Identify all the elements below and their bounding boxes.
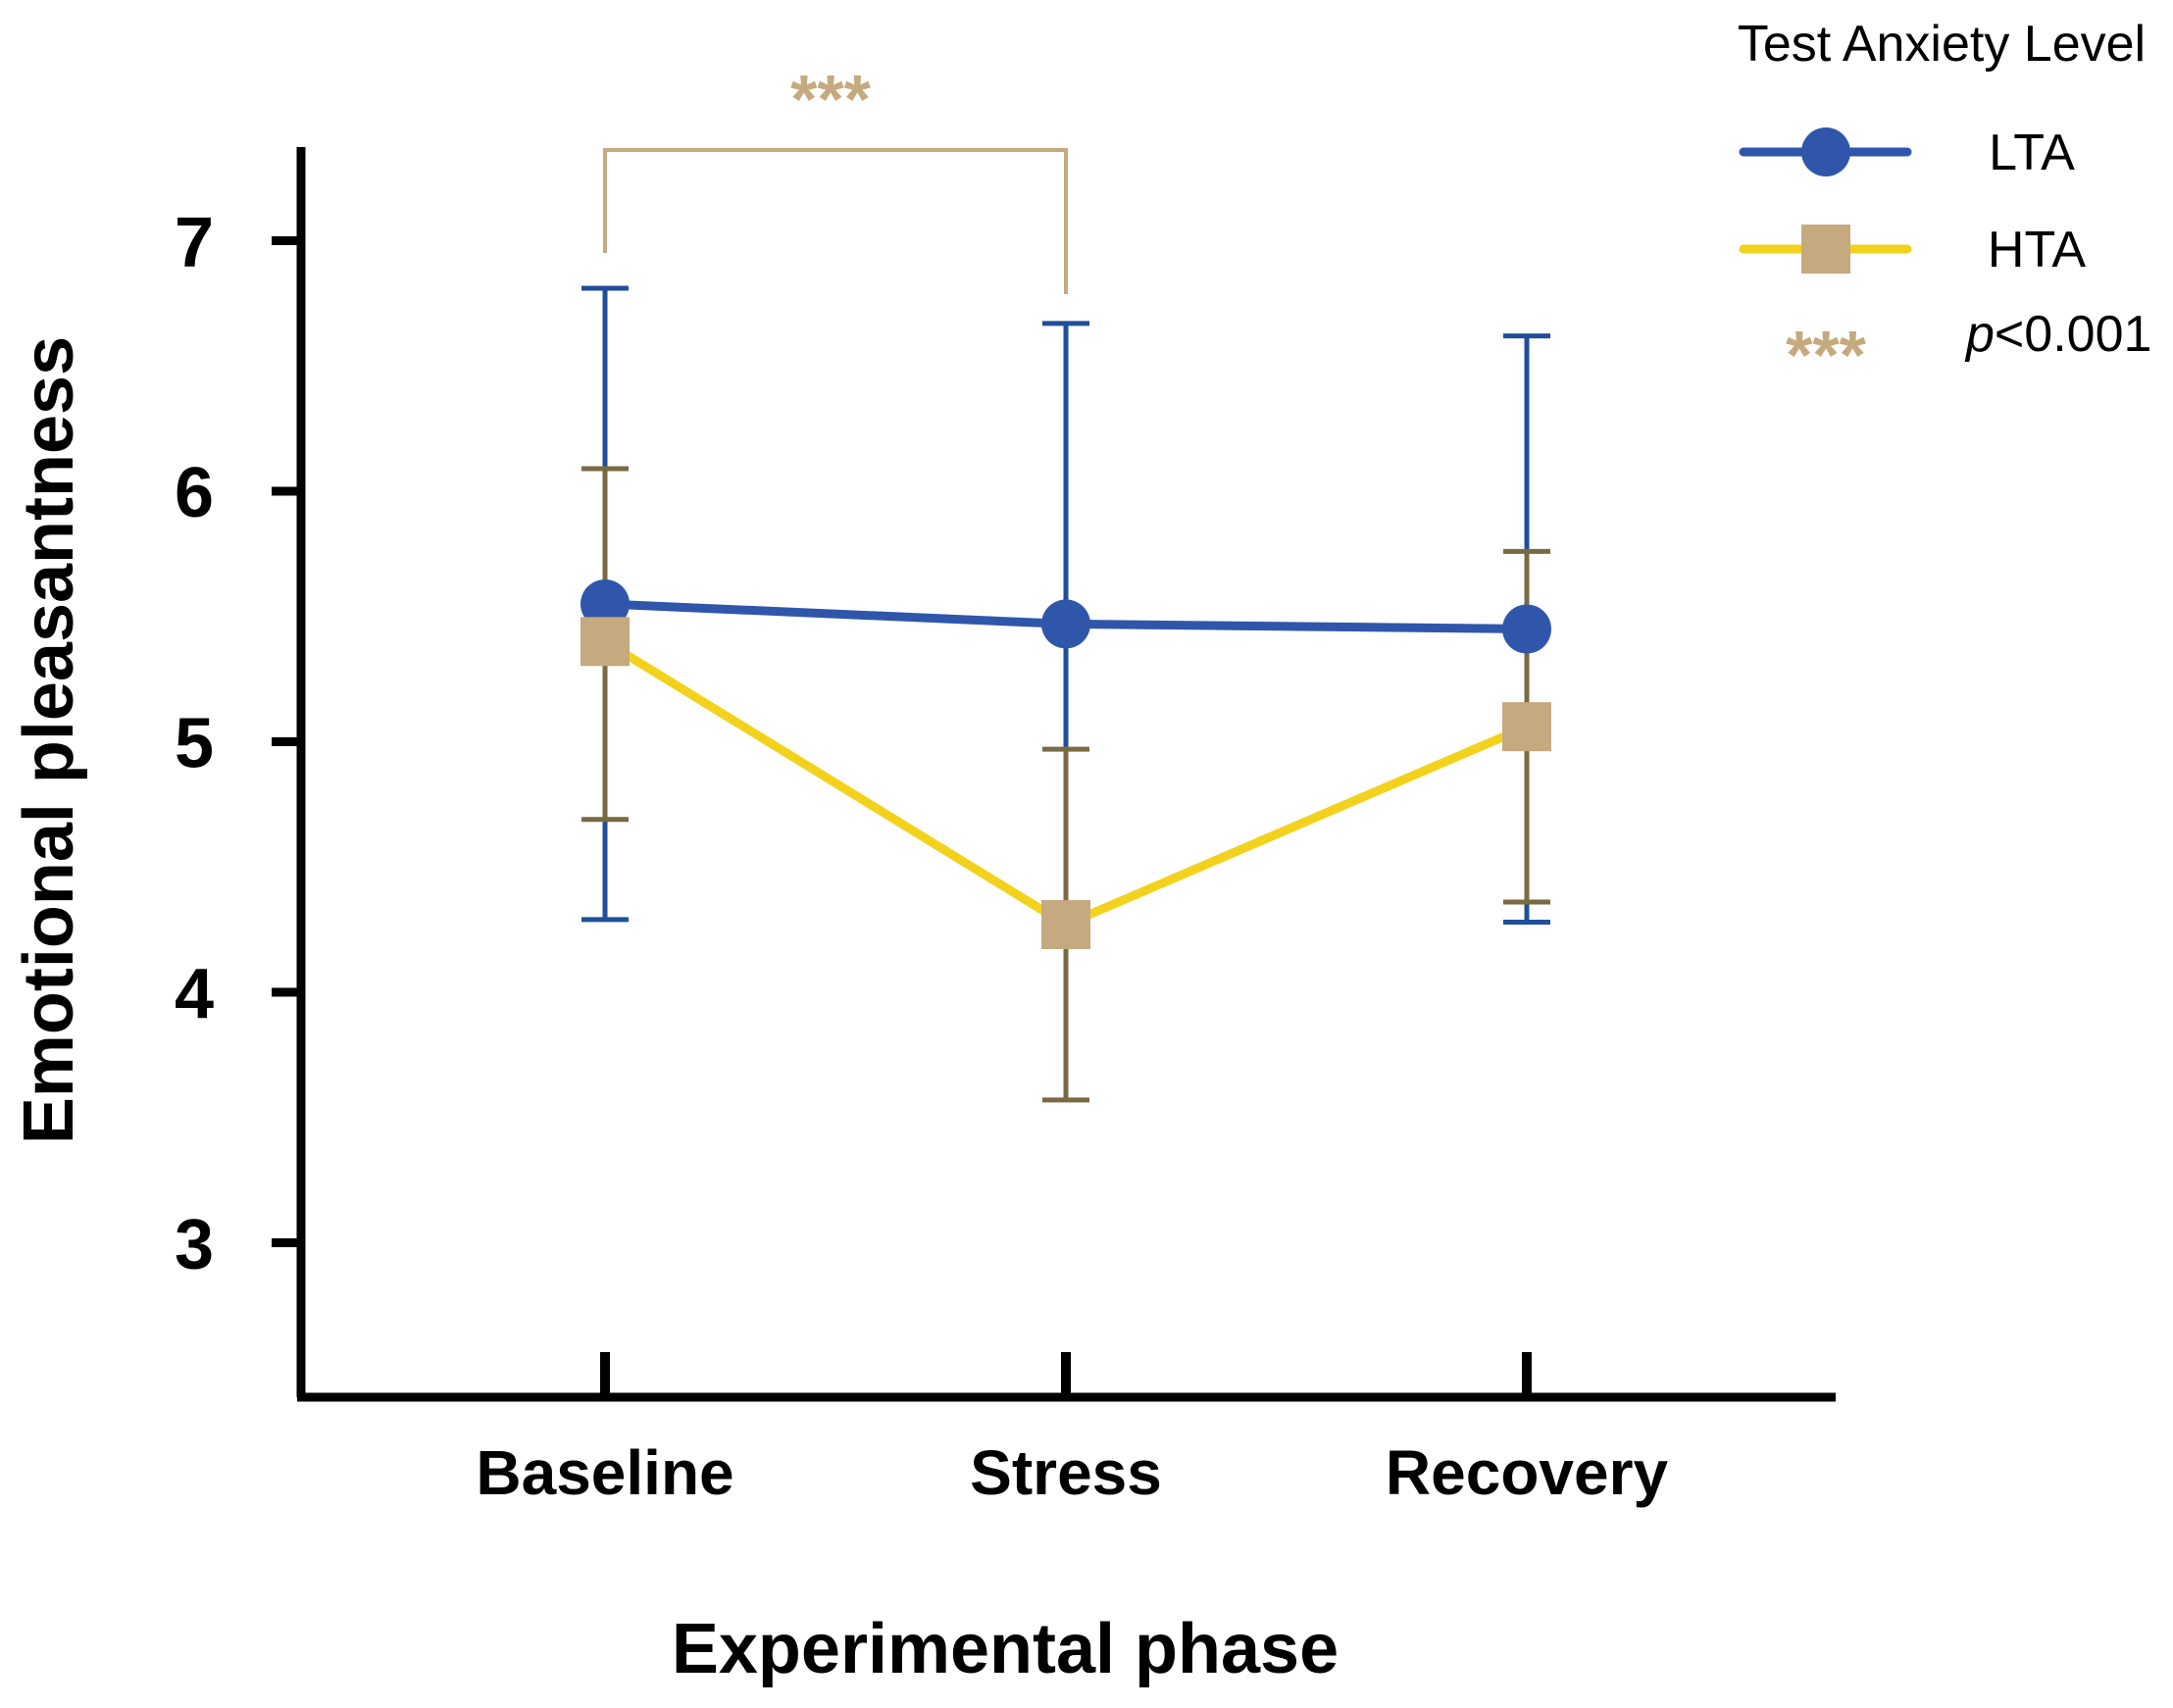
series-markers — [581, 578, 1551, 950]
point-lta-stress — [1041, 599, 1090, 649]
y-tick-label-6: 6 — [175, 454, 214, 532]
legend-title: Test Anxiety Level — [1738, 16, 2146, 73]
legend-hta-label: HTA — [1988, 222, 2086, 278]
legend-lta-marker — [1801, 127, 1850, 176]
significance-bracket: *** — [603, 61, 1068, 294]
legend-entry-significance: *** p<0.001 — [1786, 306, 2151, 393]
point-hta-stress — [1041, 900, 1090, 950]
y-tick-label-5: 5 — [175, 705, 214, 783]
legend-p-threshold: <0.001 — [1995, 306, 2152, 363]
legend-p-italic: p — [1964, 306, 1995, 363]
x-tick-label-stress: Stress — [970, 1437, 1162, 1508]
legend: Test Anxiety Level LTA HTA *** p<0.001 — [1738, 16, 2152, 393]
x-ticks: Baseline Stress Recovery — [476, 1352, 1669, 1508]
y-ticks: 3 4 5 6 7 — [175, 204, 301, 1284]
x-tick-label-baseline: Baseline — [476, 1437, 733, 1508]
y-tick-label-4: 4 — [175, 955, 214, 1033]
significance-bracket-line — [603, 148, 1068, 294]
legend-significance-text: p<0.001 — [1964, 306, 2151, 363]
legend-significance-stars: *** — [1786, 317, 1866, 393]
x-axis-title: Experimental phase — [672, 1610, 1339, 1688]
y-tick-label-3: 3 — [175, 1206, 214, 1284]
y-axis-title: Emotional pleasantness — [10, 336, 88, 1144]
legend-lta-label: LTA — [1989, 125, 2075, 181]
point-lta-recovery — [1502, 604, 1551, 654]
legend-entry-hta: HTA — [1739, 222, 2086, 278]
x-tick-label-recovery: Recovery — [1386, 1437, 1669, 1508]
point-hta-recovery — [1502, 702, 1551, 752]
error-bars — [581, 285, 1550, 1103]
point-hta-baseline — [581, 617, 630, 667]
legend-hta-marker — [1801, 225, 1850, 274]
significance-stars: *** — [790, 61, 871, 137]
point-lta-baseline — [581, 578, 630, 628]
y-tick-label-7: 7 — [175, 204, 214, 282]
legend-entry-lta: LTA — [1739, 125, 2075, 181]
